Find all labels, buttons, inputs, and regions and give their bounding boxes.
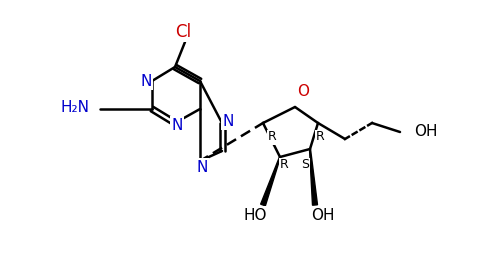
Text: R: R: [279, 158, 288, 171]
Text: R: R: [315, 130, 324, 143]
Text: N: N: [140, 73, 151, 88]
Text: N: N: [196, 160, 207, 175]
Text: OH: OH: [311, 207, 334, 222]
Text: R: R: [267, 130, 276, 143]
Text: H₂N: H₂N: [61, 99, 90, 114]
Text: Cl: Cl: [175, 23, 191, 41]
Text: OH: OH: [413, 124, 437, 140]
Polygon shape: [260, 157, 280, 206]
Polygon shape: [309, 149, 317, 205]
Text: N: N: [222, 114, 233, 129]
Text: N: N: [171, 117, 183, 132]
Text: HO: HO: [243, 207, 266, 222]
Text: S: S: [301, 158, 308, 171]
Text: O: O: [296, 84, 308, 99]
